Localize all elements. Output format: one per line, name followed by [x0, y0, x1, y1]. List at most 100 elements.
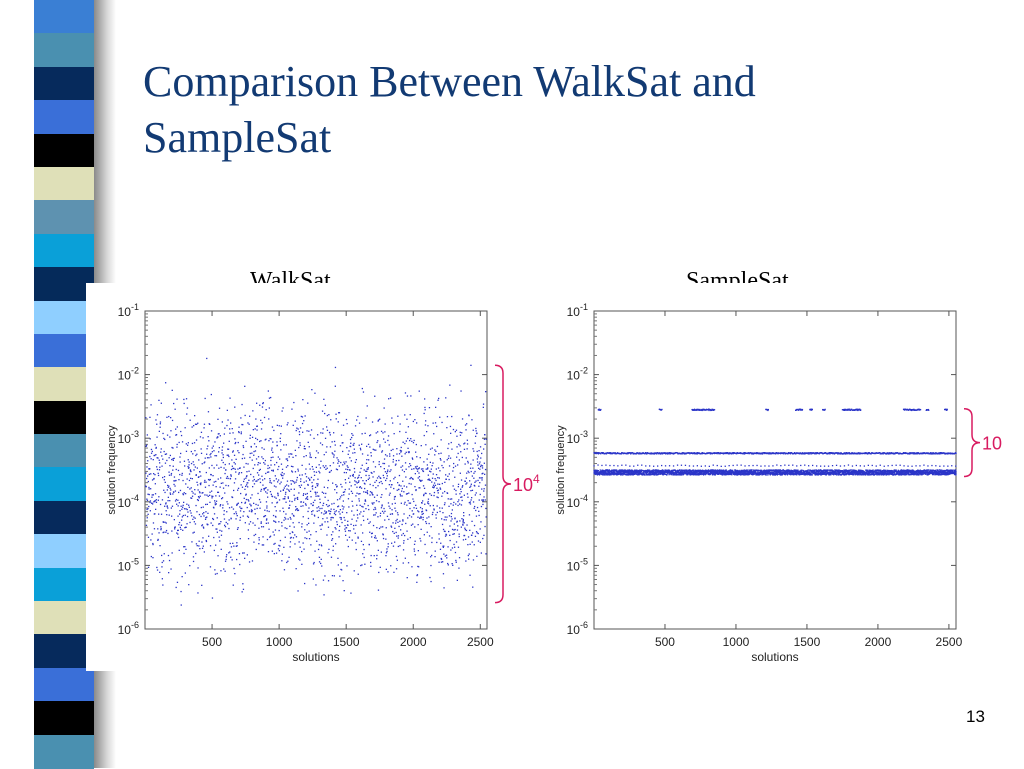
data-point — [302, 432, 303, 433]
data-point — [277, 502, 278, 503]
data-point — [903, 465, 904, 466]
data-point — [218, 492, 219, 493]
data-point — [391, 527, 392, 528]
data-point — [259, 405, 260, 406]
data-point — [383, 538, 384, 539]
data-point — [294, 495, 295, 496]
data-point — [401, 447, 402, 448]
data-point — [232, 428, 233, 429]
data-point — [411, 441, 412, 442]
data-point — [404, 503, 405, 504]
data-point — [437, 505, 438, 506]
data-point — [266, 505, 267, 506]
data-point — [402, 520, 403, 521]
y-tick-label-base: 10 — [567, 559, 581, 573]
data-point — [483, 404, 484, 405]
data-point — [451, 516, 452, 517]
data-point — [154, 474, 155, 475]
data-point — [389, 494, 390, 495]
brace-annotation-label: 104 — [513, 472, 540, 495]
data-point — [388, 519, 389, 520]
data-point — [186, 451, 187, 452]
data-point — [305, 448, 306, 449]
data-point — [425, 420, 426, 421]
data-point — [733, 465, 734, 466]
data-point — [345, 531, 346, 532]
data-point — [471, 419, 472, 420]
data-point — [349, 457, 350, 458]
data-point — [202, 463, 203, 464]
data-point — [951, 465, 952, 466]
data-point — [485, 499, 486, 500]
data-point — [199, 514, 200, 515]
data-point — [304, 482, 305, 483]
data-point — [480, 446, 481, 447]
data-point — [443, 554, 444, 555]
data-point — [436, 468, 437, 469]
data-point — [457, 525, 458, 526]
data-point — [153, 494, 154, 495]
data-point — [307, 524, 308, 525]
data-point — [401, 503, 402, 504]
data-point — [467, 497, 468, 498]
data-point — [403, 542, 404, 543]
data-point — [196, 543, 197, 544]
data-point — [310, 454, 311, 455]
data-point — [201, 448, 202, 449]
data-point — [381, 552, 382, 553]
data-point — [239, 432, 240, 433]
data-point — [169, 515, 170, 516]
data-point — [403, 513, 404, 514]
data-point — [439, 470, 440, 471]
data-point — [482, 538, 483, 539]
data-point — [440, 458, 441, 459]
data-point — [381, 481, 382, 482]
data-point — [444, 491, 445, 492]
data-point — [379, 419, 380, 420]
data-point — [330, 511, 331, 512]
data-point — [226, 556, 227, 557]
data-point — [330, 465, 331, 466]
data-point — [256, 429, 257, 430]
data-point — [457, 501, 458, 502]
data-point — [281, 464, 282, 465]
data-point — [252, 522, 253, 523]
data-point — [234, 573, 235, 574]
data-point — [409, 451, 410, 452]
data-point — [220, 570, 221, 571]
data-point — [178, 479, 179, 480]
data-point — [382, 504, 383, 505]
data-point — [828, 466, 829, 467]
data-point — [453, 429, 454, 430]
data-point — [285, 537, 286, 538]
data-point — [195, 523, 196, 524]
data-point — [424, 488, 425, 489]
data-point — [288, 489, 289, 490]
data-point — [412, 524, 413, 525]
data-point — [281, 522, 282, 523]
data-point — [337, 469, 338, 470]
data-point — [473, 430, 474, 431]
data-point — [412, 479, 413, 480]
data-point — [829, 453, 830, 454]
data-point — [342, 442, 343, 443]
data-point — [271, 482, 272, 483]
data-point — [409, 503, 410, 504]
data-point — [483, 407, 484, 408]
data-point — [401, 535, 402, 536]
data-point — [352, 540, 353, 541]
data-point — [270, 480, 271, 481]
data-point — [381, 507, 382, 508]
data-point — [480, 477, 481, 478]
data-point — [419, 538, 420, 539]
data-point — [416, 456, 417, 457]
data-point — [184, 465, 185, 466]
y-tick-label-base: 10 — [567, 369, 581, 383]
data-point — [408, 500, 409, 501]
data-point — [388, 502, 389, 503]
data-point — [410, 537, 411, 538]
data-point — [198, 500, 199, 501]
data-point — [213, 450, 214, 451]
data-point — [455, 503, 456, 504]
data-point — [207, 513, 208, 514]
